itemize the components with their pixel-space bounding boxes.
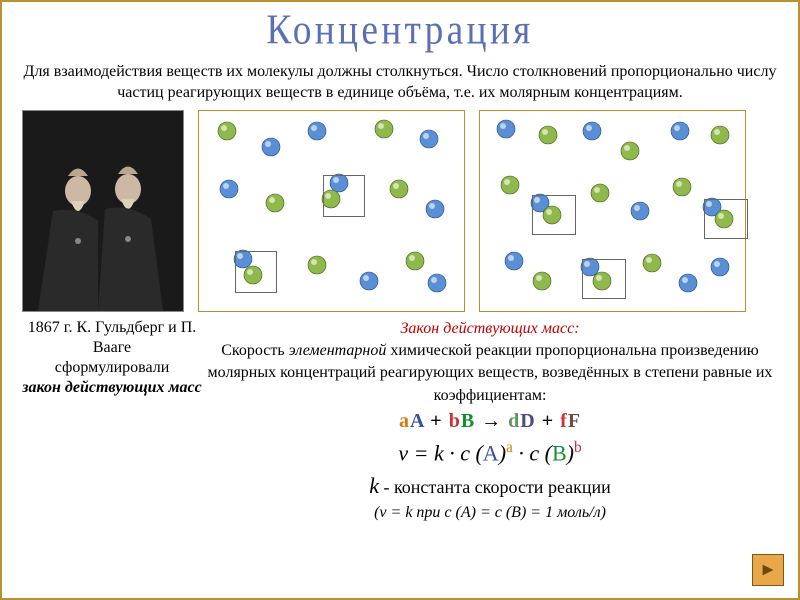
slide-container: Концентрация Для взаимодействия веществ … xyxy=(0,0,800,600)
species-f: F xyxy=(568,410,581,432)
rate-b: B xyxy=(552,440,567,465)
diagrams-row xyxy=(198,110,746,312)
reaction-equation: aA + bB → dD + fF xyxy=(206,407,774,435)
collision-pair xyxy=(323,175,365,217)
coef-a: a xyxy=(399,410,410,432)
rate-dot: · c ( xyxy=(513,440,552,465)
collision-pair xyxy=(235,251,277,293)
coef-d: d xyxy=(508,410,520,432)
caption-line-3: закон действующих масс xyxy=(22,379,201,396)
collision-pair xyxy=(582,259,626,299)
species-a: A xyxy=(410,410,424,432)
coef-f: f xyxy=(560,410,568,432)
rate-mid: ) xyxy=(499,440,506,465)
law-body-ital: элементарной xyxy=(289,342,387,359)
photo-caption: 1867 г. К. Гульдберг и П. Вааге сформули… xyxy=(22,312,202,398)
rate-a: A xyxy=(483,440,499,465)
k-symbol: k xyxy=(369,473,379,498)
rate-exp-a: a xyxy=(506,439,513,456)
mid-section xyxy=(2,110,798,312)
plus-1: + xyxy=(424,410,448,432)
k-rest: - константа скорости реакции xyxy=(379,477,611,497)
slide-title: Концентрация xyxy=(0,2,800,55)
rate-note: (v = k при c (A) = c (B) = 1 моль/л) xyxy=(206,502,774,524)
caption-line-1: 1867 г. К. Гульдберг и П. Вааге xyxy=(28,319,197,356)
diagram-right xyxy=(479,110,746,312)
reaction-arrow: → xyxy=(475,410,508,432)
law-box: Закон действующих масс: Скорость элемент… xyxy=(202,312,778,525)
species-b: B xyxy=(461,410,475,432)
plus-2: + xyxy=(536,410,560,432)
collision-pair xyxy=(704,199,748,239)
rate-equation: v = k · c (A)a · c (B)b xyxy=(206,437,774,469)
law-heading: Закон действующих масс: xyxy=(400,320,579,337)
caption-line-2: сформулировали xyxy=(55,359,170,376)
lower-section: 1867 г. К. Гульдберг и П. Вааге сформули… xyxy=(2,312,798,525)
historical-photo xyxy=(22,110,184,312)
rate-close: ) xyxy=(567,440,574,465)
rate-prefix: v = k · c ( xyxy=(398,440,482,465)
k-line: k - константа скорости реакции xyxy=(206,471,774,502)
diagram-left xyxy=(198,110,465,312)
law-body-1: Скорость xyxy=(221,342,288,359)
next-button[interactable] xyxy=(752,554,784,586)
collision-pair xyxy=(532,195,576,235)
coef-b: b xyxy=(449,410,461,432)
species-d: D xyxy=(520,410,535,432)
rate-exp-b: b xyxy=(574,439,582,456)
